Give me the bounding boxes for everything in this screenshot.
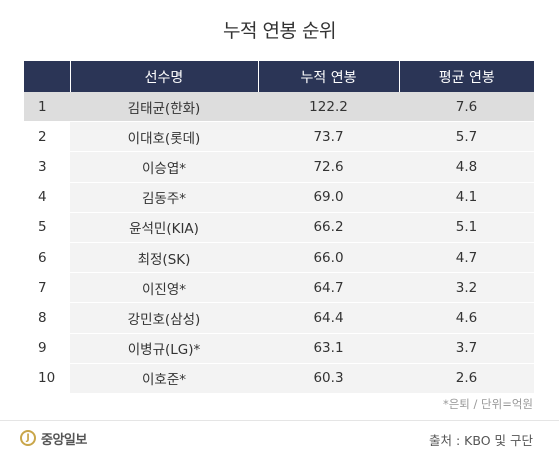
footer-divider [0, 420, 559, 421]
rank-cell: 7 [24, 272, 70, 304]
average-salary-cell: 5.1 [399, 212, 534, 243]
table-row: 1 김태균(한화) 122.2 7.6 [24, 92, 534, 123]
total-salary-cell: 66.2 [258, 212, 399, 243]
salary-ranking-table-container: 선수명 누적 연봉 평균 연봉 1 김태균(한화) 122.2 7.6 2 이대호(롯데)… [24, 61, 534, 394]
rank-cell: 3 [24, 151, 70, 183]
table-row: 3 이승엽* 72.6 4.8 [24, 151, 534, 183]
rank-cell: 6 [24, 242, 70, 274]
total-salary-cell: 73.7 [258, 121, 399, 153]
table-row: 10 이호준* 60.3 2.6 [24, 363, 534, 394]
table-row: 9 이병규(LG)* 63.1 3.7 [24, 333, 534, 364]
average-salary-cell: 4.1 [399, 182, 534, 213]
player-name-cell: 최정(SK) [70, 242, 258, 274]
total-salary-cell: 69.0 [258, 182, 399, 213]
page-title: 누적 연봉 순위 [223, 20, 336, 42]
logo-mark-icon: J [20, 430, 36, 446]
player-name-cell: 윤석민(KIA) [70, 212, 258, 243]
header-average-salary: 평균 연봉 [399, 61, 534, 92]
average-salary-cell: 4.7 [399, 242, 534, 274]
rank-cell: 4 [24, 182, 70, 213]
average-salary-cell: 4.6 [399, 302, 534, 334]
table-row: 6 최정(SK) 66.0 4.7 [24, 242, 534, 274]
header-total-salary: 누적 연봉 [258, 61, 400, 92]
rank-cell: 5 [24, 212, 70, 243]
salary-ranking-table: 선수명 누적 연봉 평균 연봉 1 김태균(한화) 122.2 7.6 2 이대호(롯데)… [24, 61, 534, 394]
footnote: *은퇴 / 단위=억원 [442, 397, 533, 411]
rank-cell: 2 [24, 121, 70, 153]
total-salary-cell: 63.1 [258, 333, 399, 364]
rank-cell: 8 [24, 302, 70, 334]
total-salary-cell: 64.7 [258, 272, 399, 304]
player-name-cell: 김태균(한화) [70, 92, 258, 123]
average-salary-cell: 3.7 [399, 333, 534, 364]
player-name-cell: 이대호(롯데) [70, 121, 258, 153]
player-name-cell: 이병규(LG)* [70, 333, 258, 364]
total-salary-cell: 60.3 [258, 363, 399, 394]
total-salary-cell: 122.2 [258, 92, 399, 123]
joongang-logo: J 중앙일보 [20, 428, 87, 448]
total-salary-cell: 64.4 [258, 302, 399, 334]
player-name-cell: 김동주* [70, 182, 258, 213]
average-salary-cell: 4.8 [399, 151, 534, 183]
table-row: 7 이진영* 64.7 3.2 [24, 272, 534, 304]
average-salary-cell: 5.7 [399, 121, 534, 153]
player-name-cell: 이진영* [70, 272, 258, 304]
rank-cell: 1 [24, 92, 70, 123]
player-name-cell: 이승엽* [70, 151, 258, 183]
average-salary-cell: 3.2 [399, 272, 534, 304]
source-credit: 출처 : KBO 및 구단 [429, 433, 533, 448]
header-player-name: 선수명 [70, 61, 259, 92]
table-row: 8 강민호(삼성) 64.4 4.6 [24, 302, 534, 334]
player-name-cell: 이호준* [70, 363, 258, 394]
player-name-cell: 강민호(삼성) [70, 302, 258, 334]
table-header-row: 선수명 누적 연봉 평균 연봉 [24, 61, 534, 92]
total-salary-cell: 72.6 [258, 151, 399, 183]
logo-text: 중앙일보 [41, 432, 87, 448]
table-row: 5 윤석민(KIA) 66.2 5.1 [24, 212, 534, 243]
average-salary-cell: 7.6 [399, 92, 534, 123]
table-row: 2 이대호(롯데) 73.7 5.7 [24, 121, 534, 153]
table-row: 4 김동주* 69.0 4.1 [24, 182, 534, 213]
rank-cell: 9 [24, 333, 70, 364]
rank-cell: 10 [24, 363, 70, 394]
header-rank [24, 61, 71, 92]
average-salary-cell: 2.6 [399, 363, 534, 394]
total-salary-cell: 66.0 [258, 242, 399, 274]
